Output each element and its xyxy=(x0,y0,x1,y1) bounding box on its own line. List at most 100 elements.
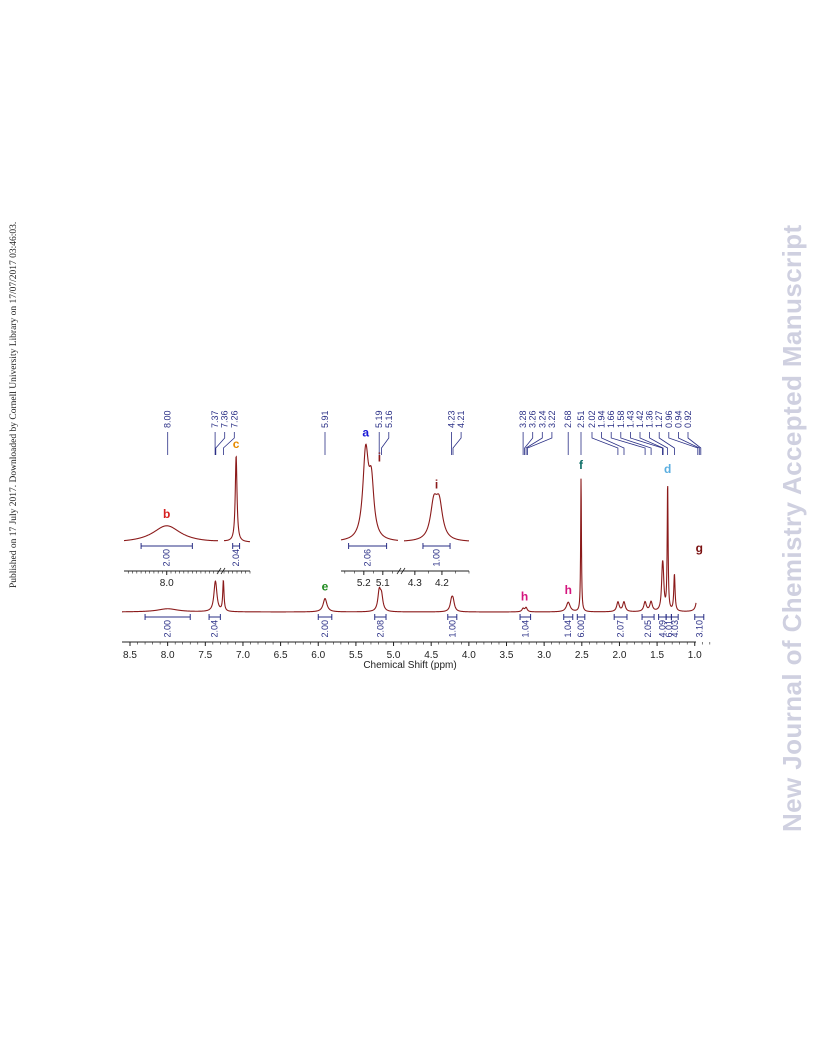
shift-connector xyxy=(381,432,390,455)
integral-value: 1.00 xyxy=(447,620,457,638)
shift-label: 2.51 xyxy=(576,410,586,428)
shift-label: 0.96 xyxy=(664,410,674,428)
x-tick-label: 1.5 xyxy=(650,650,664,661)
shift-connector xyxy=(215,432,226,455)
x-tick-label: 5.5 xyxy=(349,650,363,661)
shift-connector xyxy=(687,432,702,455)
integral-value: 1.04 xyxy=(563,620,573,638)
integral-value: 2.00 xyxy=(320,620,330,638)
shift-connector xyxy=(649,432,668,455)
shift-label: 1.42 xyxy=(635,410,645,428)
shift-label: 3.28 xyxy=(518,410,528,428)
main-integrals: 2.00 2.04 2.00 2.08 1.00 1.04 1.04 6.00 2.07 2.05… xyxy=(144,614,705,638)
shift-label: 3.26 xyxy=(528,410,538,428)
shift-connector xyxy=(658,432,675,455)
shift-connector xyxy=(678,432,700,455)
shift-label: 5.19 xyxy=(374,410,384,428)
assignment-label-d: d xyxy=(664,462,671,476)
shift-connector xyxy=(223,432,235,455)
shift-label: 3.22 xyxy=(547,410,557,428)
shift-label: 0.94 xyxy=(673,410,683,428)
shift-label: 2.68 xyxy=(563,410,573,428)
inset-right-tick-label: 5.2 xyxy=(357,578,371,589)
integral-value: 1.04 xyxy=(520,620,530,638)
inset-right-axis-break xyxy=(396,567,402,575)
shift-label: 1.27 xyxy=(654,410,664,428)
x-tick-label: 2.0 xyxy=(612,650,626,661)
x-tick-label: 5.0 xyxy=(387,650,401,661)
integral-value: 4.03 xyxy=(670,620,680,638)
shift-connector xyxy=(668,432,699,455)
shift-label: 7.37 xyxy=(210,410,220,428)
inset-left: 8.0 2.00 2.04 b c xyxy=(123,437,251,589)
inset-left-trace xyxy=(123,525,219,542)
inset-right-integral-value: 1.00 xyxy=(432,549,442,567)
x-tick-label: 8.0 xyxy=(161,650,175,661)
x-tick-label: 8.5 xyxy=(123,650,137,661)
integral-value: 2.05 xyxy=(643,620,653,638)
shift-connector xyxy=(452,432,462,455)
assignment-label-h: h xyxy=(565,583,572,597)
shift-label: 4.21 xyxy=(456,410,466,428)
integral-value: 2.04 xyxy=(210,620,220,638)
shift-connector xyxy=(601,432,625,455)
inset-right-assignment-a: a xyxy=(362,426,369,440)
shift-label: 8.00 xyxy=(163,410,173,428)
x-tick-label: 3.5 xyxy=(500,650,514,661)
integral-value: 4.09 xyxy=(657,620,667,638)
x-tick-label: 4.0 xyxy=(462,650,476,661)
shift-label: 7.26 xyxy=(229,410,239,428)
inset-right-tick-label: 4.2 xyxy=(435,578,449,589)
inset-right-assignment-i: i xyxy=(435,477,438,491)
shift-label: 1.43 xyxy=(625,410,635,428)
assignment-label-e: e xyxy=(322,579,329,593)
inset-left-assignment-c: c xyxy=(233,437,240,451)
shift-connector xyxy=(525,432,543,455)
inset-right-tick-label: 4.3 xyxy=(408,578,422,589)
shift-connector xyxy=(610,432,646,455)
x-tick-label: 3.0 xyxy=(537,650,551,661)
shift-label: 0.92 xyxy=(683,410,693,428)
spectrum-trace xyxy=(122,478,697,613)
shift-label: 5.16 xyxy=(384,410,394,428)
shift-label: 4.23 xyxy=(447,410,457,428)
assignment-label-h: h xyxy=(521,590,528,604)
integral-value: 2.07 xyxy=(616,620,626,638)
shift-connector xyxy=(527,432,553,455)
integral-value: 6.00 xyxy=(576,620,586,638)
integral-value: 6.01 xyxy=(664,620,674,638)
x-tick-label: 6.0 xyxy=(311,650,325,661)
x-tick-label: 7.5 xyxy=(198,650,212,661)
shift-label: 3.24 xyxy=(537,410,547,428)
inset-right-trace xyxy=(403,493,470,542)
shift-connector xyxy=(630,432,663,455)
inset-right-trace xyxy=(340,443,399,541)
x-tick-label: 4.5 xyxy=(424,650,438,661)
assignment-label-f: f xyxy=(579,458,584,472)
inset-left-tick-label: 8.0 xyxy=(160,578,174,589)
inset-left-axis-break xyxy=(216,567,222,575)
x-tick-label: 7.0 xyxy=(236,650,250,661)
inset-right-axis-break xyxy=(400,567,406,575)
x-axis-title: Chemical Shift (ppm) xyxy=(363,660,456,671)
inset-left-assignment-b: b xyxy=(163,507,170,521)
inset-left-trace xyxy=(223,455,251,543)
shift-label: 1.66 xyxy=(606,410,616,428)
x-tick-label: 1.0 xyxy=(688,650,702,661)
shift-label: 2.02 xyxy=(587,410,597,428)
inset-right-tick-label: 5.1 xyxy=(376,578,390,589)
inset-left-integral-value: 2.04 xyxy=(231,549,241,567)
integral-value: 3.10 xyxy=(694,620,704,638)
integral-value: 2.00 xyxy=(163,620,173,638)
peak-shift-labels: 8.00 7.37 7.36 7.26 5.91 5.19 5.16 4.23 4.21 3.28… xyxy=(163,410,702,455)
main-x-axis: 8.5 8.0 7.5 7.0 6.5 6.0 5.5 5.0 4.5 4.0 3.5 3.0 2.5 2… xyxy=(122,641,711,661)
integral-value: 2.08 xyxy=(375,620,385,638)
shift-label: 7.36 xyxy=(220,410,230,428)
shift-label: 1.58 xyxy=(616,410,626,428)
x-tick-label: 2.5 xyxy=(575,650,589,661)
shift-label: 1.94 xyxy=(597,410,607,428)
shift-label: 1.36 xyxy=(645,410,655,428)
shift-connector xyxy=(591,432,619,455)
inset-left-integral-value: 2.00 xyxy=(162,549,172,567)
